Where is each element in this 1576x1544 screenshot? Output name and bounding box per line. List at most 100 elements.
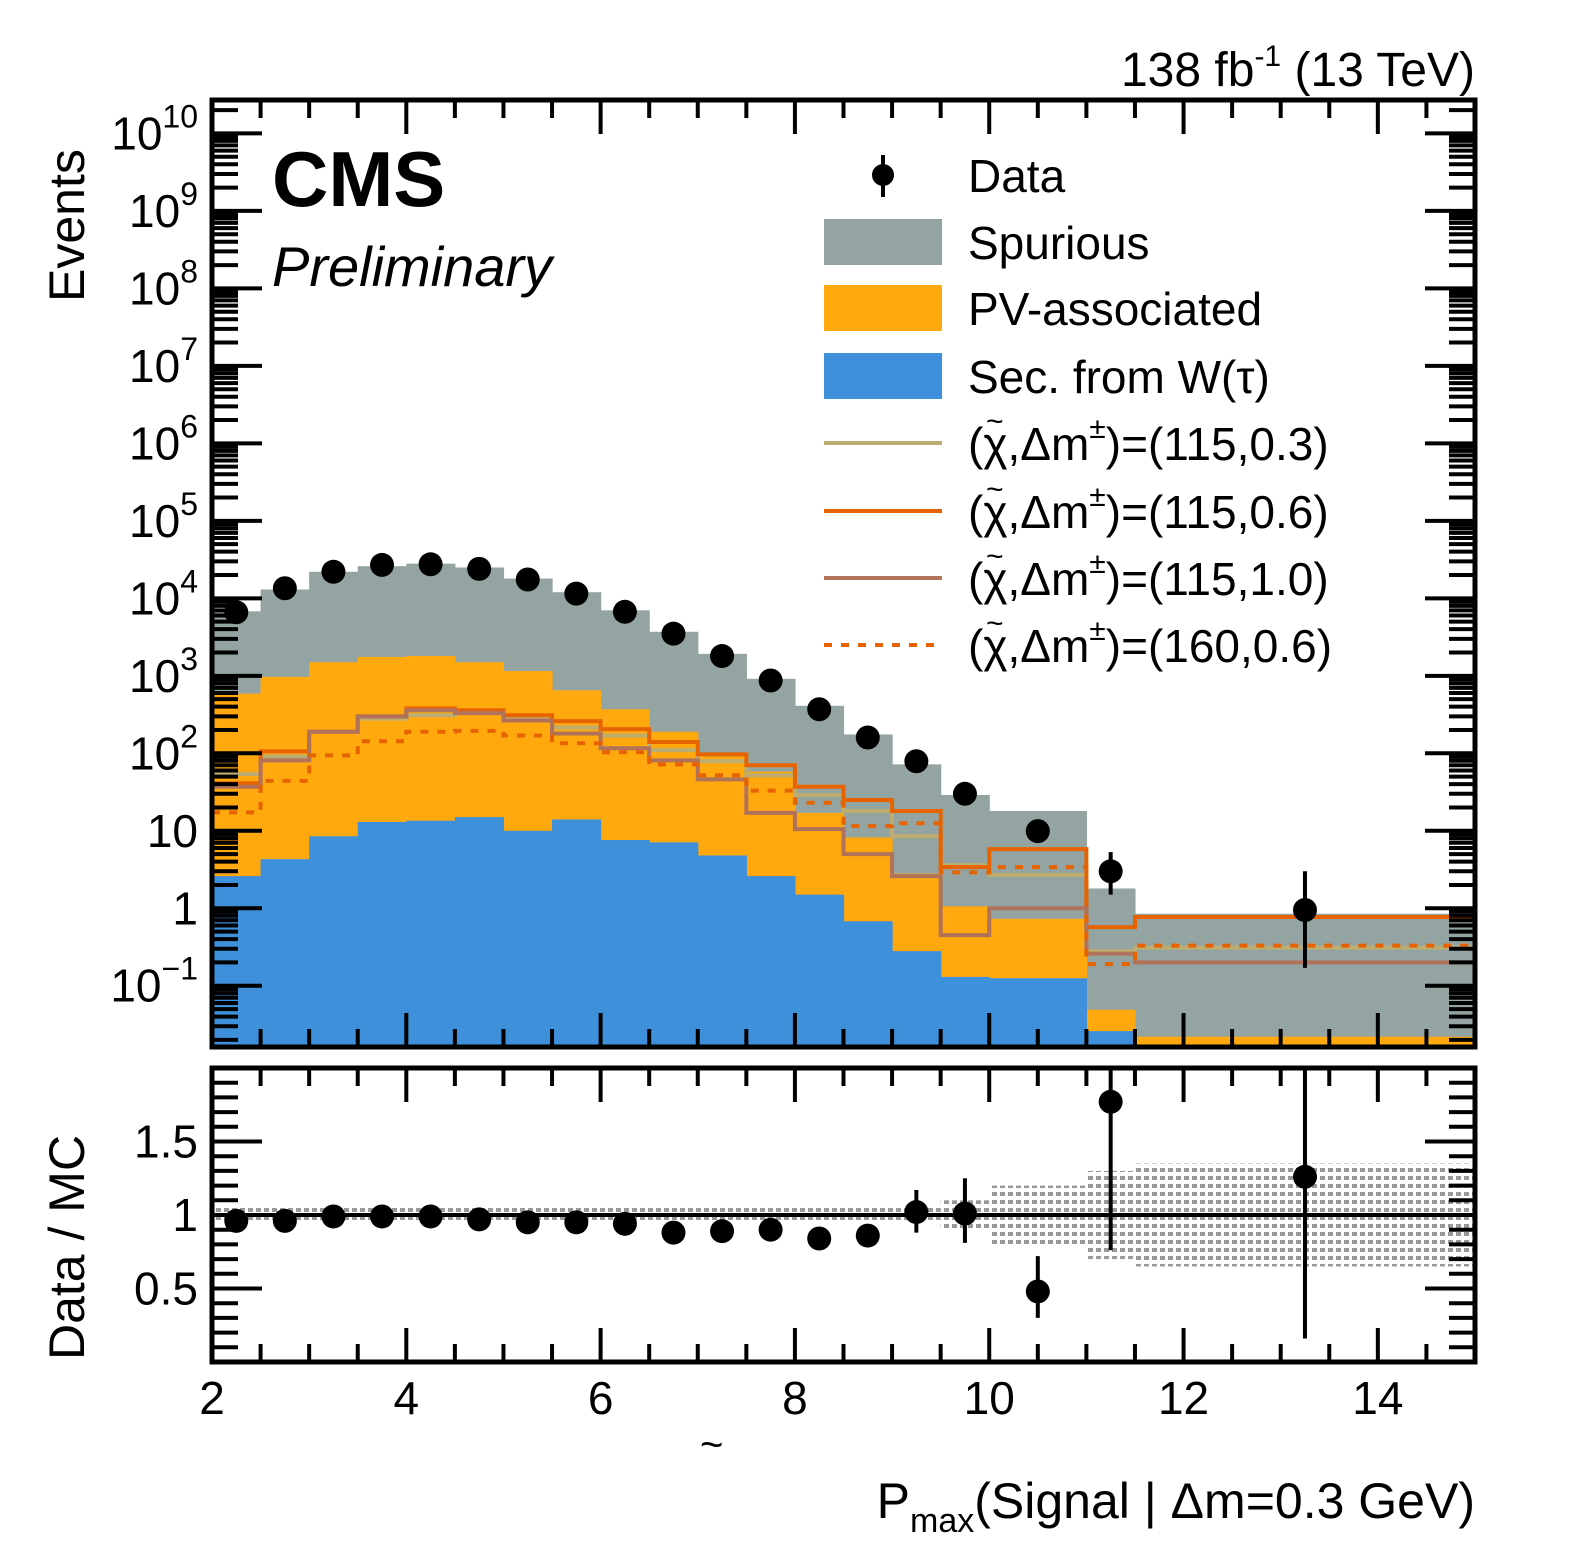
legend-label: (χ,Δm±)=(115,1.0): [968, 547, 1329, 605]
x-axis-title-subscript: max: [910, 1502, 974, 1540]
y-tick-exponent: −1: [162, 951, 198, 987]
x-tick-label: 6: [588, 1372, 614, 1424]
legend-swatch: [824, 219, 942, 265]
data-point: [1098, 859, 1123, 884]
y-tick-base: 10: [129, 340, 180, 392]
y-tick-exponent: 2: [180, 718, 198, 754]
legend-label-tilde: ~: [986, 607, 1004, 640]
ratio-point: [612, 1211, 637, 1236]
stack-group: [212, 563, 1475, 1047]
legend-label-dm: ,Δm: [1007, 418, 1089, 470]
ratio-point: [515, 1210, 540, 1235]
y-tick-label: 109: [129, 176, 198, 237]
y-tick-base: 10: [129, 417, 180, 469]
y-tick-label: 104: [129, 563, 198, 624]
bar-sec-from-w: [600, 840, 650, 1047]
y-tick-base: 10: [111, 107, 162, 159]
data-point: [321, 559, 346, 584]
ratio-point: [710, 1219, 735, 1244]
main-y-axis-title: Events: [39, 149, 95, 302]
bar-sec-from-w: [357, 821, 407, 1047]
legend-label-tilde: ~: [986, 405, 1004, 438]
status-label: Preliminary: [272, 235, 555, 298]
ratio-point: [758, 1217, 783, 1242]
ratio-point: [321, 1204, 346, 1229]
ratio-point: [1292, 1164, 1317, 1189]
legend-swatch: [824, 353, 942, 399]
lumi-label: 138 fb-1 (13 TeV): [1121, 40, 1475, 97]
x-axis-title-tilde: ~: [700, 1423, 723, 1467]
y-tick-exponent: 6: [180, 408, 198, 444]
x-tick-label: 2: [199, 1372, 225, 1424]
y-tick-label: 103: [129, 641, 198, 702]
ratio-y-tick-label: 1.5: [134, 1116, 198, 1168]
legend-label: PV-associated: [968, 283, 1262, 335]
data-point: [1025, 819, 1050, 844]
experiment-label: CMS: [272, 135, 445, 223]
bar-sec-from-w: [309, 836, 359, 1047]
ratio-y-tick-label: 1: [172, 1189, 198, 1241]
y-tick-base: 10: [129, 650, 180, 702]
bar-sec-from-w: [794, 894, 845, 1047]
y-tick-base: 10: [147, 805, 198, 857]
x-tick-label: 14: [1352, 1372, 1403, 1424]
y-tick-exponent: 5: [180, 486, 198, 522]
bar-sec-from-w: [260, 859, 310, 1047]
ratio-point: [418, 1204, 443, 1229]
ratio-point: [1098, 1089, 1123, 1114]
lumi-prefix: 138 fb: [1121, 44, 1254, 97]
data-point: [952, 781, 977, 806]
y-tick-label: 105: [129, 486, 198, 547]
data-point: [1292, 897, 1317, 922]
legend-label: (χ,Δm±)=(160,0.6): [968, 614, 1332, 672]
legend-swatch: [824, 285, 942, 331]
legend: Data Spurious PV-associated Sec. from W(τ) (…: [824, 150, 1332, 672]
x-tick-label: 8: [782, 1372, 808, 1424]
legend-label-chi: (χ: [968, 486, 1007, 538]
data-point: [418, 552, 443, 577]
lumi-sup: -1: [1254, 40, 1281, 73]
x-tick-label: 10: [964, 1372, 1015, 1424]
x-axis-title: Pmax(Signal | Δm=0.3 GeV): [877, 1473, 1475, 1540]
bar-sec-from-w: [1086, 1031, 1136, 1047]
legend-label-chi: (χ: [968, 553, 1007, 605]
legend-label-dm: ,Δm: [1007, 553, 1089, 605]
bar-sec-from-w: [746, 876, 796, 1047]
y-tick-exponent: 8: [180, 253, 198, 289]
ratio-point: [272, 1208, 297, 1233]
legend-data-marker: [872, 164, 894, 186]
ratio-panel: 2 4 6 8 10 12 14 0.5 1 1.5: [134, 1065, 1478, 1424]
legend-label-sup: ±: [1089, 547, 1105, 580]
bar-sec-from-w: [406, 820, 456, 1047]
y-tick-base: 10: [110, 960, 161, 1012]
y-tick-label: 10−1: [110, 951, 198, 1012]
ratio-y-tick-label: 0.5: [134, 1263, 198, 1315]
y-tick-label: 102: [129, 718, 198, 779]
y-tick-base: 10: [129, 262, 180, 314]
y-tick-label: 10: [147, 805, 198, 857]
ratio-point: [807, 1226, 832, 1251]
y-tick-base: 10: [129, 727, 180, 779]
legend-label-sup: ±: [1089, 412, 1105, 445]
y-tick-label: 106: [129, 408, 198, 469]
y-tick-exponent: 4: [180, 563, 198, 599]
legend-label-tilde: ~: [986, 540, 1004, 573]
ratio-point: [661, 1220, 686, 1245]
signal-line-4: [212, 728, 1475, 967]
y-tick-base: 10: [129, 495, 180, 547]
bar-sec-from-w: [649, 842, 699, 1047]
data-point: [612, 599, 637, 624]
legend-label-tilde: ~: [986, 473, 1004, 506]
data-point: [855, 725, 880, 750]
y-tick-exponent: 3: [180, 641, 198, 677]
ratio-point: [564, 1210, 589, 1235]
y-tick-label: 1: [172, 882, 198, 934]
y-tick-label: 108: [129, 253, 198, 314]
data-point: [467, 556, 492, 581]
ratio-point: [855, 1223, 880, 1248]
x-tick-label: 12: [1158, 1372, 1209, 1424]
x-axis-title-rest: (Signal | Δm=0.3 GeV): [974, 1473, 1475, 1529]
lumi-suffix: (13 TeV): [1281, 44, 1475, 97]
ratio-point: [952, 1201, 977, 1226]
